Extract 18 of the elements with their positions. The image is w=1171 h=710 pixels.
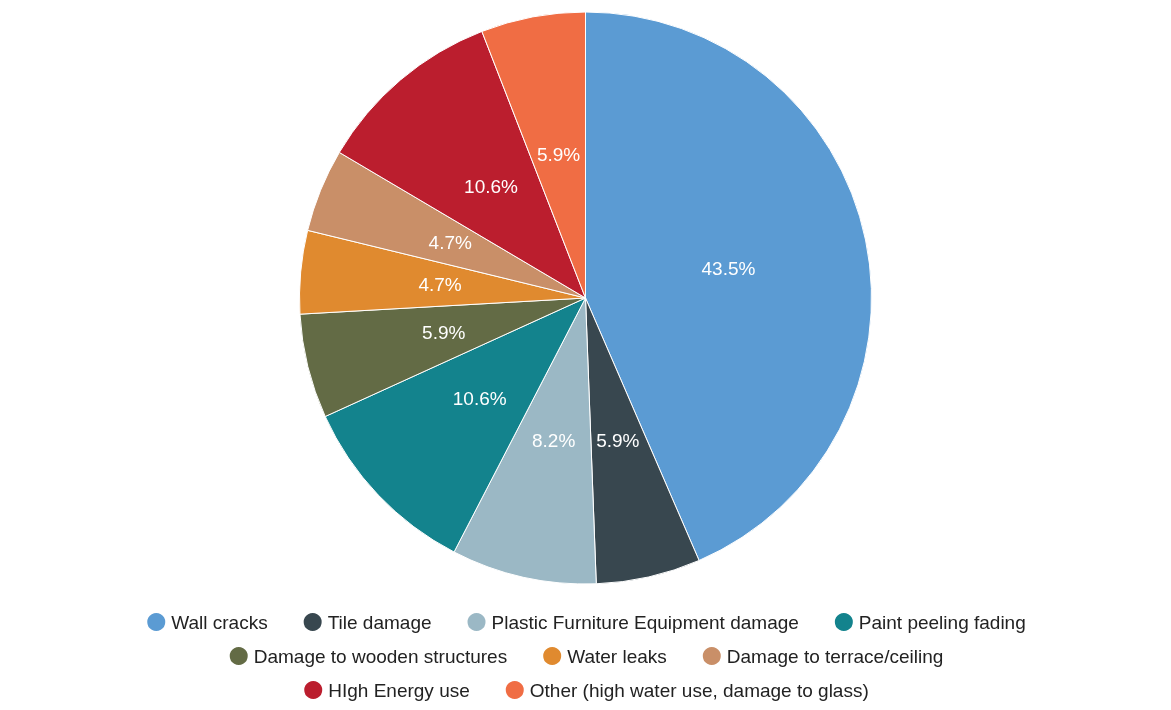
legend-label: Tile damage	[327, 611, 432, 633]
data-label: 4.7%	[428, 232, 473, 254]
legend-label: Damage to wooden structures	[253, 645, 508, 667]
data-label: 5.9%	[536, 144, 581, 165]
legend-label: Damage to terrace/ceiling	[726, 645, 944, 667]
legend-label: Wall cracks	[171, 611, 268, 633]
data-label: 10.6%	[464, 176, 519, 198]
legend-label: HIgh Energy use	[328, 679, 470, 701]
data-label: 5.9%	[596, 429, 640, 451]
data-label: 10.6%	[452, 388, 507, 410]
data-label: 8.2%	[531, 429, 576, 451]
data-label: 4.7%	[418, 274, 462, 296]
legend-label: Plastic Furniture Equipment damage	[491, 611, 799, 633]
data-label: 5.9%	[422, 322, 466, 344]
legend-label: Paint peeling fading	[858, 611, 1026, 633]
data-label: 43.5%	[701, 257, 756, 279]
legend-label: Water leaks	[567, 645, 667, 667]
legend-label: Other (high water use, damage to glass)	[529, 679, 869, 701]
